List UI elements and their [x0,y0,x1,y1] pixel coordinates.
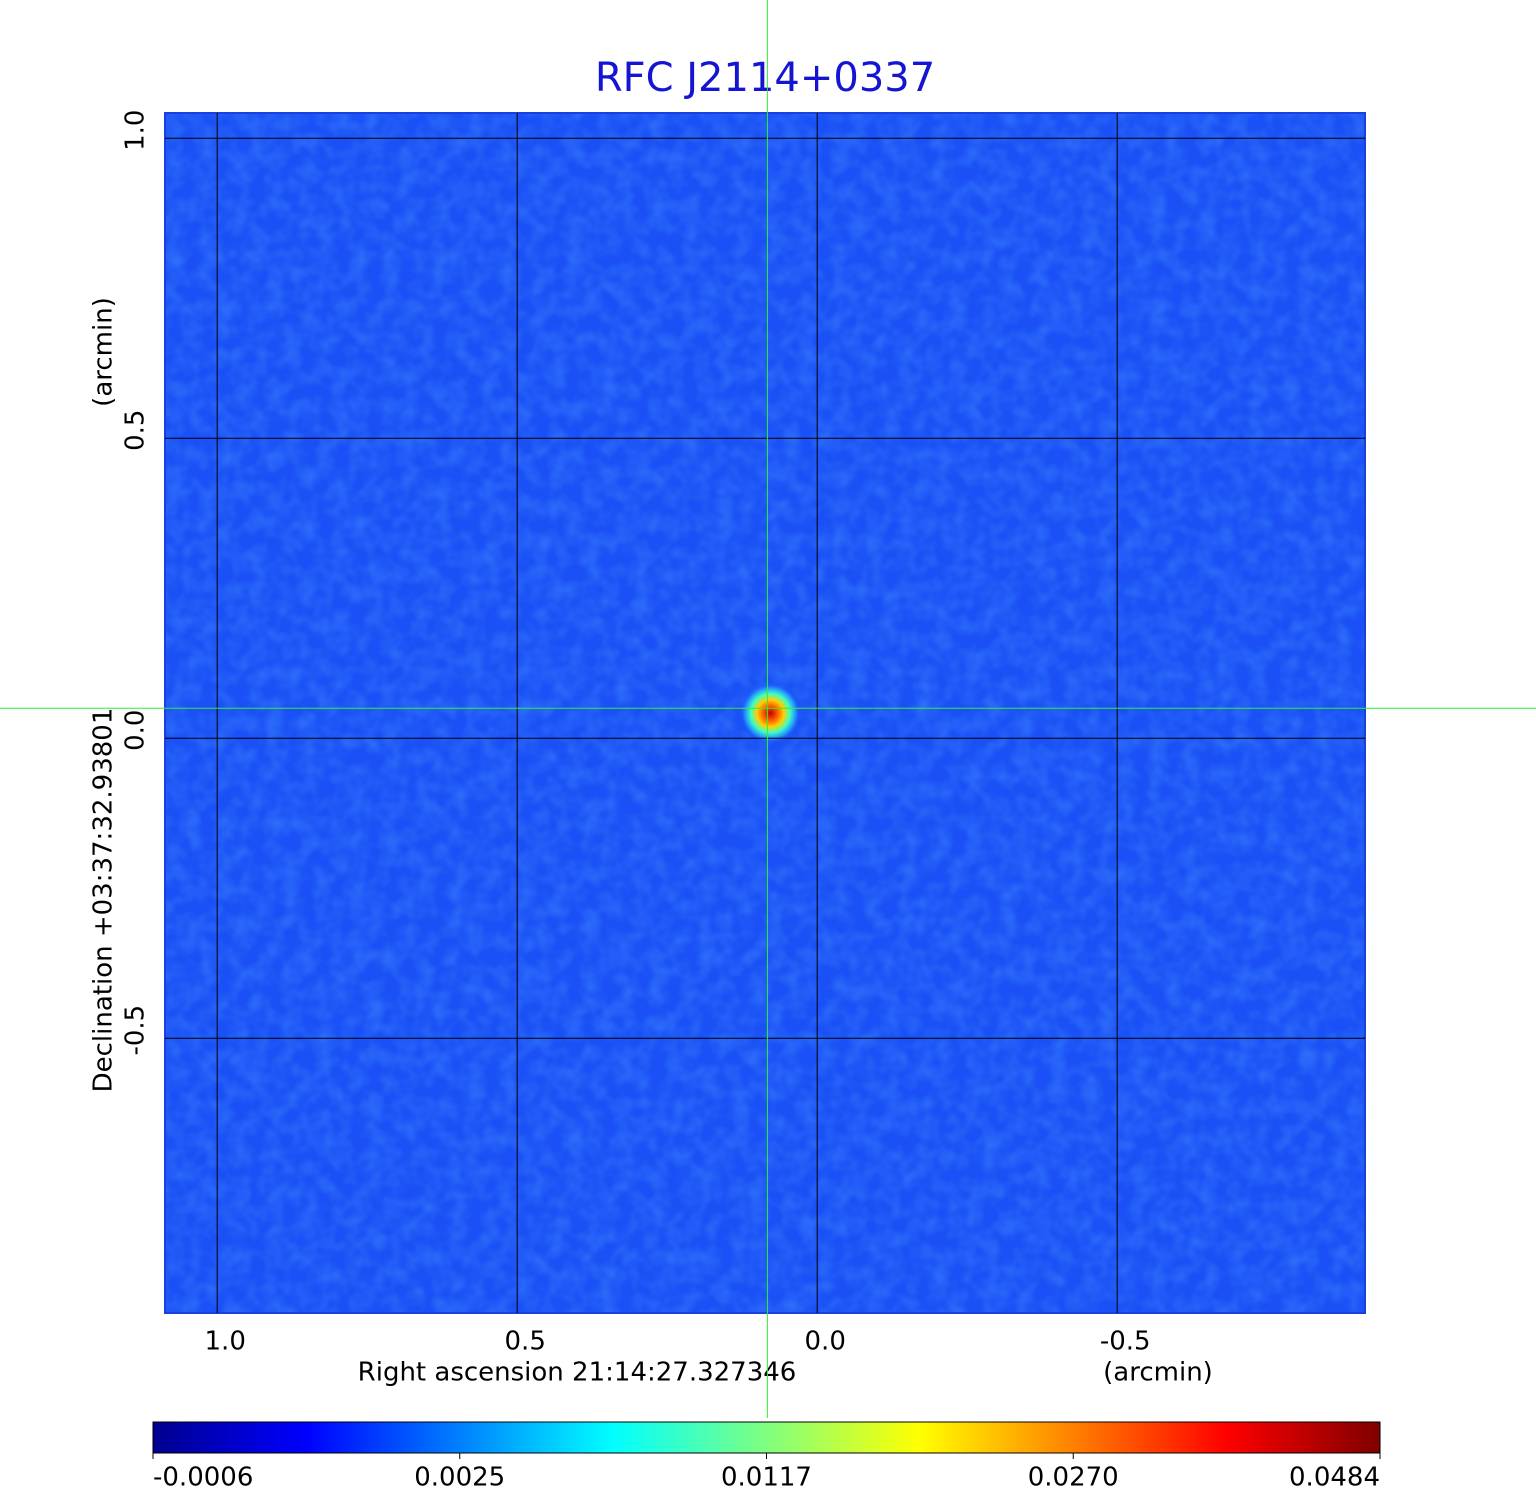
y-tick-label: 0.5 [121,410,151,451]
y-tick-label: 0.0 [121,710,151,751]
colorbar-tick-label: 0.0117 [721,1463,812,1493]
chart-title: RFC J2114+0337 [595,55,935,101]
colorbar-tick-label: 0.0025 [414,1463,505,1493]
colorbar-tick-label: 0.0484 [1289,1463,1380,1493]
y-axis-label: Declination +03:37:32.93801 [89,708,119,1093]
source [740,683,801,744]
image-frame [164,112,1366,1314]
y-tick-label: 1.0 [121,110,151,151]
y-tick-label: -0.5 [121,1005,151,1056]
colorbar-tick-label: -0.0006 [153,1463,253,1493]
x-axis-label: Right ascension 21:14:27.327346 [358,1358,797,1388]
x-tick-label: 0.5 [505,1327,546,1357]
x-axis-unit: (arcmin) [1103,1358,1213,1388]
colorbar-tick-label: 0.0270 [1028,1463,1119,1493]
x-tick-label: -0.5 [1100,1327,1151,1357]
x-tick-label: 0.0 [805,1327,846,1357]
x-tick-label: 1.0 [205,1327,246,1357]
colorbar [152,1421,1381,1454]
plot [164,112,1366,1314]
y-axis-unit: (arcmin) [89,297,119,407]
